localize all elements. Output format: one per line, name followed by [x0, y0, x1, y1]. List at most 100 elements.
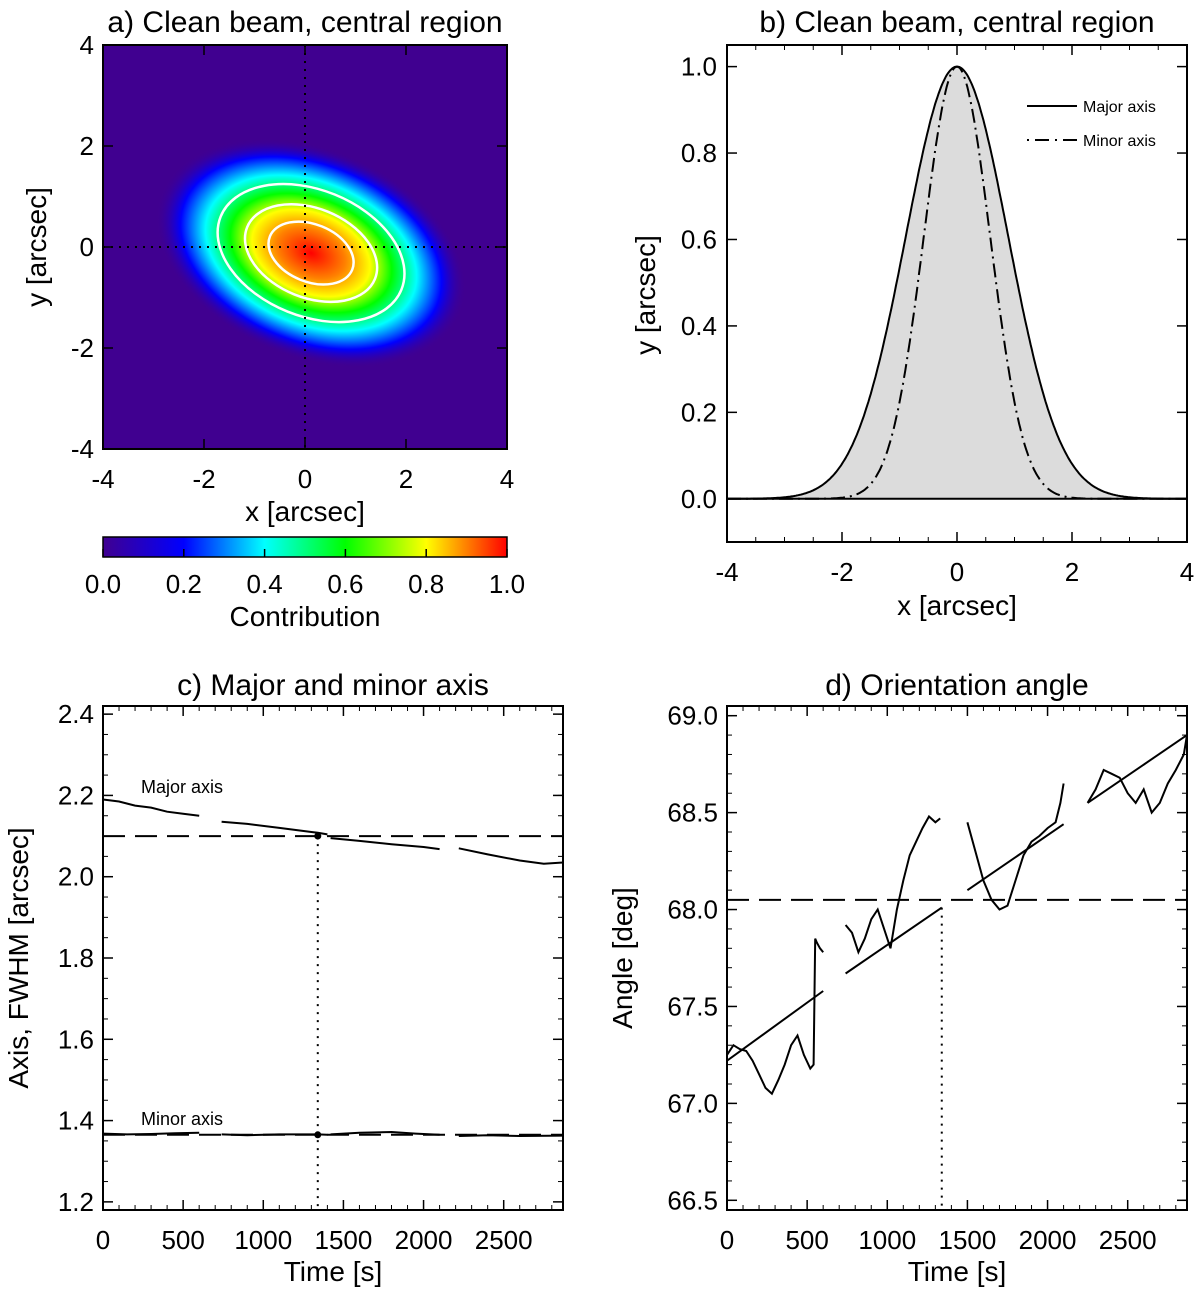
panel-a-ytick-label: -4: [71, 434, 94, 464]
panel-c-ytick-label: 1.4: [58, 1106, 94, 1136]
legend-minor-label: Minor axis: [1083, 133, 1156, 150]
panel-b: b) Clean beam, central region -4 -2 0 2 4 0.0…: [630, 6, 1194, 621]
angle-series-segment: [727, 938, 824, 1096]
colorbar-tick-label: 1.0: [489, 569, 525, 599]
angle-series-segment: [844, 814, 941, 955]
beam-contour: [216, 182, 406, 324]
panel-d-ytick-label: 69.0: [667, 701, 718, 731]
panel-d-plot: [727, 734, 1187, 1210]
panel-a: a) Clean beam, central region -4 -2 0 2 4-4-…: [21, 6, 525, 632]
panel-c-ytick-label: 1.8: [58, 943, 94, 973]
panel-a-xtick-label: -2: [192, 464, 215, 494]
panel-d-ytick-label: 67.0: [667, 1088, 718, 1118]
minor-axis-series-segment: [221, 1133, 328, 1137]
panel-d-xtick-label: 1000: [858, 1225, 916, 1255]
major-axis-series-segment: [458, 847, 563, 865]
panel-d-xlabel: Time [s]: [908, 1256, 1007, 1287]
panel-b-ytick-label: 0.8: [681, 138, 717, 168]
panel-b-ytick-label: 0.0: [681, 484, 717, 514]
panel-b-ytick-label: 0.6: [681, 224, 717, 254]
minor-axis-reference-point: [314, 1131, 322, 1139]
colorbar-ticks: 0.0 0.2 0.4 0.6 0.8 1.0: [85, 549, 525, 599]
angle-series-segment: [1086, 734, 1187, 815]
panel-a-ytick-label: 0: [80, 232, 94, 262]
panel-b-ylabel: y [arcsec]: [630, 235, 661, 355]
panel-c-ytick-label: 2.0: [58, 862, 94, 892]
panel-a-xlabel: x [arcsec]: [245, 496, 365, 527]
colorbar-tick-label: 0.0: [85, 569, 121, 599]
colorbar-tick-label: 0.2: [166, 569, 202, 599]
panel-a-title: a) Clean beam, central region: [107, 6, 502, 39]
angle-fit-line: [966, 823, 1065, 892]
angle-fit-line: [1087, 734, 1187, 804]
panel-d-ytick-label: 68.0: [667, 895, 718, 925]
major-axis-series-segment: [221, 820, 328, 836]
panel-b-ticks: -4 -2 0 2 4 0.0 0.2 0.4 0.6 0.8 1.0: [681, 45, 1194, 587]
beam-contour: [267, 220, 355, 286]
panel-b-xlabel: x [arcsec]: [897, 590, 1017, 621]
panel-d-ytick-label: 67.5: [667, 991, 718, 1021]
panel-a-ytick-label: 4: [80, 30, 94, 60]
panel-d-ticks: 0 500 1000 1500 2000 2500 66.5 67.0 67.5 68.0 68.5…: [667, 701, 1187, 1255]
panel-d: d) Orientation angle 0 500 1000 1500 2000 250…: [607, 669, 1188, 1287]
angle-fit-line: [727, 990, 824, 1062]
panel-c-ylabel: Axis, FWHM [arcsec]: [3, 827, 34, 1088]
panel-c-xtick-label: 1000: [234, 1225, 292, 1255]
panel-c-xtick-label: 2500: [475, 1225, 533, 1255]
panel-b-xtick-label: -4: [715, 557, 738, 587]
panel-c-ytick-label: 2.2: [58, 780, 94, 810]
angle-series-segment: [966, 783, 1065, 911]
panel-b-ytick-label: 1.0: [681, 52, 717, 82]
panel-a-ticks: -4 -2 0 2 4 -4 -2 0 2 4: [71, 30, 514, 494]
panel-a-xtick-label: 0: [298, 464, 312, 494]
panel-c-xtick-label: 1500: [314, 1225, 372, 1255]
panel-c-ticks: 0 500 1000 1500 2000 2500 1.2 1.4 1.6 1.8 2.0 2.2 2.…: [58, 699, 563, 1255]
crosshair: [103, 45, 507, 449]
panel-d-xtick-label: 2000: [1019, 1225, 1077, 1255]
panel-b-title: b) Clean beam, central region: [759, 6, 1154, 39]
major-axis-series-segment: [103, 798, 200, 817]
panel-b-xtick-label: -2: [830, 557, 853, 587]
panel-d-xtick-label: 1500: [938, 1225, 996, 1255]
panel-d-ylabel: Angle [deg]: [607, 887, 638, 1029]
major-axis-series-segment: [330, 837, 440, 851]
panel-a-ytick-label: 2: [80, 131, 94, 161]
beam-contours: [216, 182, 406, 324]
panel-c-title: c) Major and minor axis: [177, 669, 489, 702]
panel-c-ytick-label: 1.2: [58, 1187, 94, 1217]
colorbar: [102, 536, 508, 558]
panel-a-ytick-label: -2: [71, 333, 94, 363]
panel-c-ytick-label: 1.6: [58, 1024, 94, 1054]
minor-axis-series-segment: [103, 1131, 200, 1136]
panel-c-xtick-label: 2000: [395, 1225, 453, 1255]
panel-c-xlabel: Time [s]: [284, 1256, 383, 1287]
minor-axis-profile: [727, 65, 1187, 500]
panel-b-xtick-label: 4: [1180, 557, 1194, 587]
panel-c: c) Major and minor axis 0 500 1000 1500 2000…: [3, 669, 564, 1287]
colorbar-tick-label: 0.8: [408, 569, 444, 599]
beam-heatmap: [155, 138, 467, 368]
panel-b-ytick-label: 0.2: [681, 397, 717, 427]
panel-d-xtick-label: 0: [720, 1225, 734, 1255]
panel-d-xtick-label: 2500: [1099, 1225, 1157, 1255]
beam-profile-fill: [727, 66, 1187, 499]
major-axis-annotation: Major axis: [141, 777, 223, 797]
panel-a-ylabel: y [arcsec]: [21, 187, 52, 307]
panel-d-frame: [726, 705, 1188, 1211]
colorbar-tick-label: 0.4: [247, 569, 283, 599]
minor-axis-annotation: Minor axis: [141, 1109, 223, 1129]
panel-a-xtick-label: 4: [500, 464, 514, 494]
angle-fit-line: [845, 906, 943, 975]
panel-a-xtick-label: -4: [91, 464, 114, 494]
legend-major-label: Major axis: [1083, 99, 1156, 116]
colorbar-label: Contribution: [230, 601, 381, 632]
minor-axis-series-segment: [330, 1130, 440, 1136]
beam-contour: [243, 203, 379, 304]
panel-b-ytick-label: 0.4: [681, 311, 717, 341]
panel-a-xtick-label: 2: [399, 464, 413, 494]
panel-d-ytick-label: 66.5: [667, 1185, 718, 1215]
legend: Major axis Minor axis: [1027, 99, 1156, 150]
panel-b-xtick-label: 2: [1065, 557, 1079, 587]
colorbar-tick-label: 0.6: [327, 569, 363, 599]
